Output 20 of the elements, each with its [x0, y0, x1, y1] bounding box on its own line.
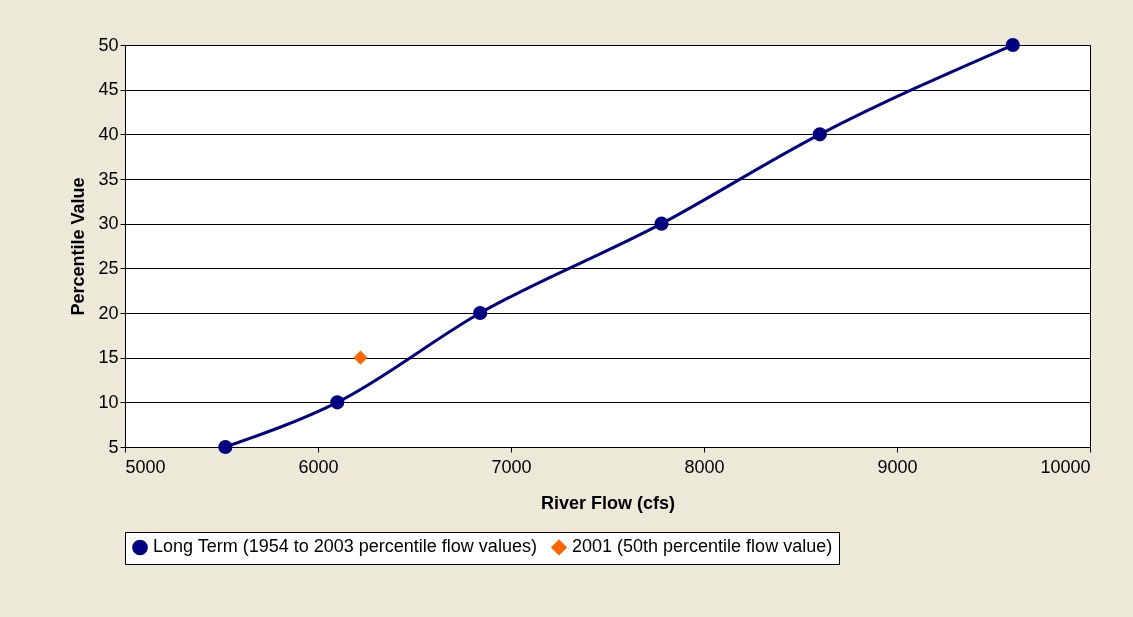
x-axis-title: River Flow (cfs) — [540, 492, 676, 513]
x-tick-label: 7000 — [491, 456, 532, 477]
legend-label: Long Term (1954 to 2003 percentile flow values) — [153, 536, 537, 557]
y-tick-label: 20 — [98, 302, 119, 323]
x-tick-label: 6000 — [298, 456, 339, 477]
x-tick-label: 8000 — [684, 456, 725, 477]
x-tick-label: 5000 — [125, 456, 166, 477]
legend-label: 2001 (50th percentile flow value) — [572, 536, 833, 557]
y-axis-title: Percentile Value — [68, 177, 89, 316]
x-tick-label: 9000 — [877, 456, 918, 477]
y-tick-label: 50 — [98, 34, 119, 55]
y-tick-label: 35 — [98, 168, 119, 189]
y-tick-label: 45 — [98, 79, 119, 100]
x-tick-label: 10000 — [1040, 456, 1091, 477]
y-tick-label: 5 — [108, 436, 119, 457]
y-tick-label: 40 — [98, 123, 119, 144]
y-tick-label: 15 — [98, 347, 119, 368]
y-tick-label: 25 — [98, 257, 119, 278]
y-tick-label: 10 — [98, 391, 119, 412]
y-tick-label: 30 — [98, 213, 119, 234]
